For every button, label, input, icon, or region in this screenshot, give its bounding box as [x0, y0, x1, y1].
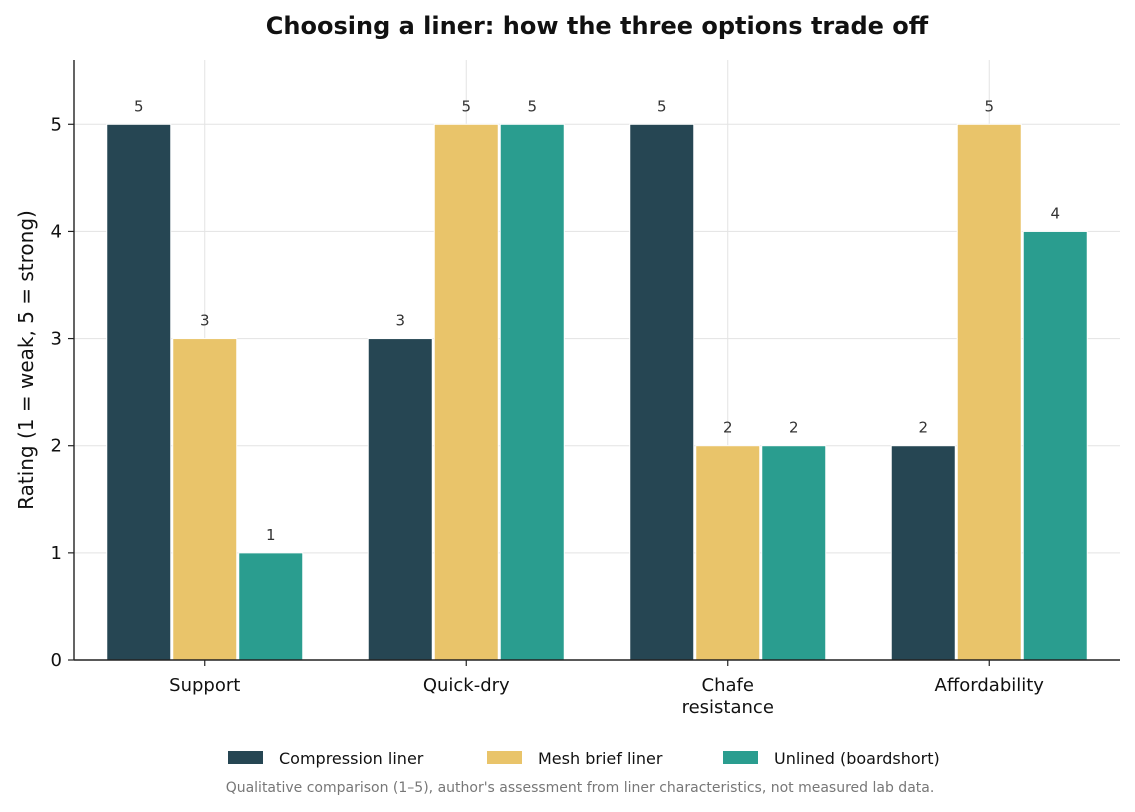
- chart-title: Choosing a liner: how the three options …: [266, 12, 929, 40]
- y-tick-label: 1: [51, 543, 62, 564]
- bar: [956, 123, 1022, 661]
- legend-label: Compression liner: [279, 749, 424, 768]
- x-tick-label: Quick-dry: [423, 675, 510, 696]
- legend-label: Mesh brief liner: [538, 749, 663, 768]
- y-tick-label: 3: [51, 329, 62, 350]
- bar-value-label: 5: [984, 97, 994, 115]
- bar: [499, 123, 565, 661]
- bar-value-label: 4: [1050, 204, 1060, 222]
- bar-value-label: 5: [134, 97, 144, 115]
- bar: [761, 445, 827, 661]
- y-tick-label: 4: [51, 221, 62, 242]
- legend-swatch: [723, 751, 758, 764]
- footnote: Qualitative comparison (1–5), author's a…: [226, 780, 935, 796]
- legend-swatch: [228, 751, 263, 764]
- bar-value-label: 2: [723, 419, 733, 437]
- bar: [433, 123, 499, 661]
- bar: [172, 338, 238, 661]
- y-tick-label: 2: [51, 436, 62, 457]
- bar: [695, 445, 761, 661]
- bar-value-label: 3: [200, 312, 210, 330]
- bars: 5 3 5 2 3 5 2 5 1 5 2 4: [106, 97, 1088, 661]
- bar-value-label: 1: [266, 526, 276, 544]
- bar-value-label: 5: [461, 97, 471, 115]
- bar-value-label: 5: [657, 97, 667, 115]
- x-tick-label: Chafe: [702, 675, 754, 696]
- x-tick-label: Affordability: [935, 675, 1045, 696]
- bar-value-label: 2: [789, 419, 799, 437]
- bar-value-label: 2: [918, 419, 928, 437]
- legend-label: Unlined (boardshort): [774, 749, 940, 768]
- legend-swatch: [487, 751, 522, 764]
- bar: [106, 123, 172, 661]
- bar: [1022, 230, 1088, 661]
- bar-value-label: 5: [527, 97, 537, 115]
- legend: Compression liner Mesh brief liner Unlined…: [228, 749, 940, 768]
- y-axis-label: Rating (1 = weak, 5 = strong): [14, 210, 38, 510]
- x-tick-label: Support: [169, 675, 240, 696]
- bar: [367, 338, 433, 661]
- y-tick-label: 5: [51, 114, 62, 135]
- bar: [629, 123, 695, 661]
- bar: [238, 552, 304, 661]
- y-tick-label: 0: [51, 650, 62, 671]
- bar-value-label: 3: [395, 312, 405, 330]
- bar: [890, 445, 956, 661]
- x-tick-label: resistance: [682, 697, 774, 718]
